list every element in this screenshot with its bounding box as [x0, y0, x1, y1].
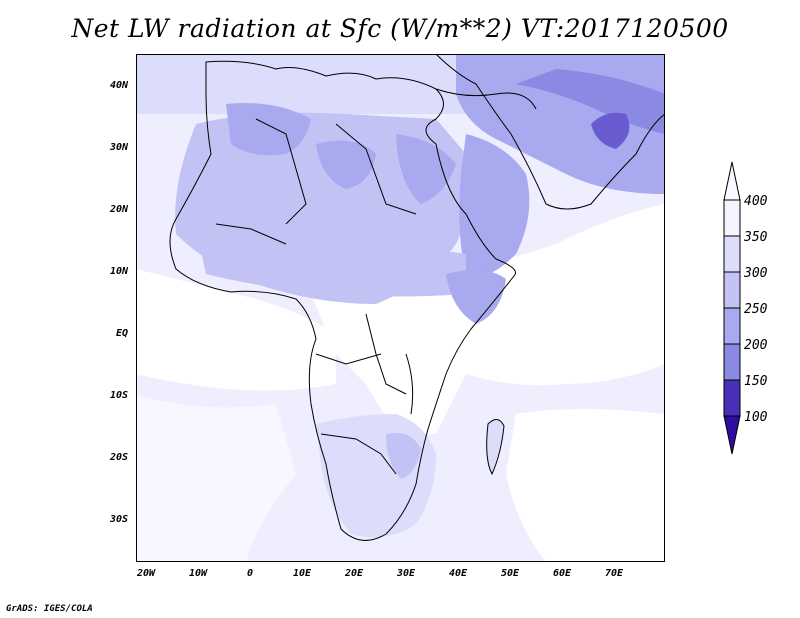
colorbar-bin — [723, 307, 741, 345]
colorbar-label: 300 — [744, 266, 768, 281]
colorbar-label: 100 — [744, 410, 768, 425]
colorbar-label: 150 — [744, 374, 768, 389]
map-panel — [136, 54, 665, 562]
colorbar-bin — [723, 235, 741, 273]
colorbar-label: 400 — [744, 194, 768, 209]
lat-label: 30S — [109, 514, 128, 525]
lat-label: 20N — [109, 204, 128, 215]
lat-label: 10S — [109, 390, 128, 401]
lat-label: 10N — [109, 266, 128, 277]
lon-label: 50E — [500, 568, 520, 579]
lon-label: 70E — [604, 568, 624, 579]
lat-label: EQ — [115, 328, 128, 339]
map-field — [136, 54, 665, 562]
colorbar-bottom-arrow — [723, 415, 741, 455]
colorbar-bin — [723, 379, 741, 417]
lon-label: 10W — [188, 568, 208, 579]
colorbar — [723, 161, 741, 455]
colorbar-label: 200 — [744, 338, 768, 353]
lon-label: 0 — [246, 568, 254, 579]
colorbar-bin — [723, 343, 741, 381]
lon-label: 40E — [448, 568, 468, 579]
colorbar-label: 250 — [744, 302, 768, 317]
lat-label: 40N — [109, 80, 128, 91]
lon-label: 10E — [292, 568, 312, 579]
lon-label: 60E — [552, 568, 572, 579]
colorbar-label: 350 — [744, 230, 768, 245]
chart-title: Net LW radiation at Sfc (W/m**2) VT:2017… — [71, 14, 729, 43]
lon-label: 20W — [136, 568, 156, 579]
colorbar-bin — [723, 199, 741, 237]
colorbar-bin — [723, 271, 741, 309]
lon-label: 30E — [396, 568, 416, 579]
lon-label: 20E — [344, 568, 364, 579]
lat-label: 30N — [109, 142, 128, 153]
lat-label: 20S — [109, 452, 128, 463]
colorbar-top-arrow — [723, 161, 741, 201]
credit-text: GrADS: IGES/COLA — [6, 604, 93, 614]
